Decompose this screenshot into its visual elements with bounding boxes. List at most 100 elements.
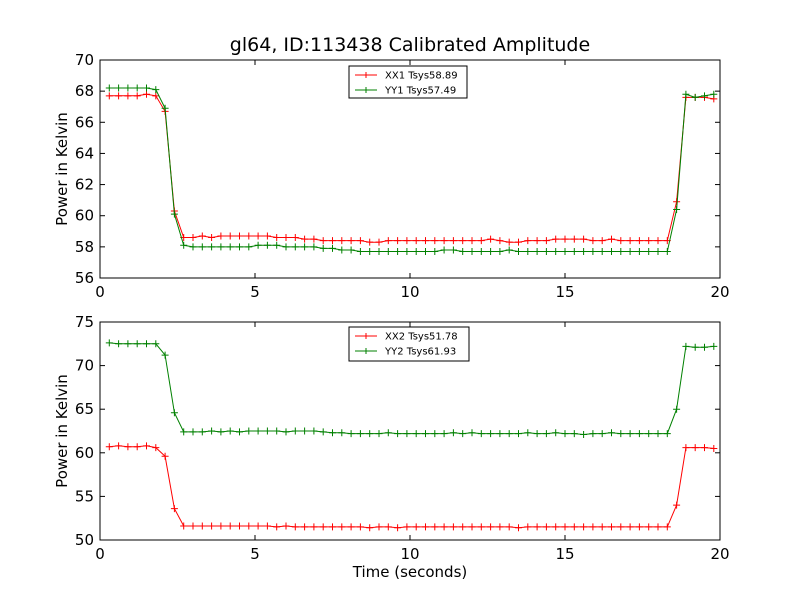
y-tick-label: 56 <box>75 269 94 287</box>
data-point <box>626 430 634 438</box>
y-tick-label: 66 <box>75 113 94 131</box>
data-point <box>208 234 216 242</box>
data-point <box>133 340 141 348</box>
data-point <box>161 452 169 460</box>
data-point <box>301 427 309 435</box>
data-point <box>524 523 532 531</box>
data-point <box>468 248 476 256</box>
data-point <box>505 430 513 438</box>
data-point <box>515 524 522 532</box>
data-point <box>152 444 160 452</box>
data-point <box>552 235 560 243</box>
data-point <box>143 340 150 348</box>
data-point <box>124 443 132 451</box>
data-point <box>319 523 327 531</box>
x-tick-label: 0 <box>95 545 105 563</box>
data-point <box>282 428 290 436</box>
data-point <box>170 210 178 218</box>
data-point <box>245 427 253 435</box>
data-point <box>477 237 485 245</box>
y-tick-label: 62 <box>75 176 94 194</box>
data-point <box>701 343 708 351</box>
data-point <box>580 235 588 243</box>
data-point <box>236 522 243 530</box>
data-point <box>561 430 569 438</box>
x-axis-label: Time (seconds) <box>352 563 468 581</box>
data-point <box>505 246 513 254</box>
data-point <box>282 522 290 530</box>
data-point <box>273 523 281 531</box>
data-point <box>682 90 690 98</box>
data-point <box>580 523 588 531</box>
data-point <box>635 523 643 531</box>
data-point <box>236 232 243 240</box>
data-point <box>449 237 457 245</box>
data-point <box>291 523 299 531</box>
x-tick-label: 10 <box>400 283 419 301</box>
data-point <box>394 430 402 438</box>
data-point <box>422 248 429 256</box>
data-point <box>422 523 429 531</box>
data-point <box>487 430 495 438</box>
data-point <box>329 237 336 245</box>
x-tick-label: 15 <box>555 545 574 563</box>
data-point <box>384 429 392 437</box>
data-point <box>570 248 578 256</box>
data-point <box>356 237 364 245</box>
data-point <box>589 237 597 245</box>
data-point <box>608 523 615 531</box>
data-point <box>208 243 216 251</box>
data-point <box>663 430 671 438</box>
data-point <box>329 523 336 531</box>
data-point <box>347 430 355 438</box>
data-point <box>598 248 606 256</box>
data-point <box>598 237 606 245</box>
legend-entry: YY2 Tsys61.93 <box>384 347 456 358</box>
data-point <box>542 523 550 531</box>
data-point <box>645 523 653 531</box>
y-axis-label: Power in Kelvin <box>53 374 71 488</box>
data-point <box>310 235 318 243</box>
data-point <box>384 237 392 245</box>
data-point <box>273 234 281 242</box>
data-point <box>291 243 299 251</box>
data-point <box>338 237 346 245</box>
legend-entry: XX2 Tsys51.78 <box>385 332 458 343</box>
data-point <box>105 84 113 92</box>
data-point <box>701 92 708 100</box>
data-point <box>524 248 532 256</box>
y-tick-label: 65 <box>75 400 94 418</box>
data-point <box>524 429 532 437</box>
data-point <box>431 430 439 438</box>
data-point <box>310 427 318 435</box>
data-point <box>124 340 132 348</box>
data-point <box>254 522 262 530</box>
data-point <box>245 232 253 240</box>
x-tick-label: 0 <box>95 283 105 301</box>
data-point <box>254 241 262 249</box>
y-tick-label: 58 <box>75 238 94 256</box>
data-point <box>105 339 113 347</box>
data-point <box>403 523 411 531</box>
data-point <box>366 430 374 438</box>
data-point <box>515 238 522 246</box>
data-point <box>198 428 206 436</box>
data-point <box>570 430 578 438</box>
x-tick-label: 20 <box>710 283 729 301</box>
legend-box <box>348 65 468 99</box>
data-point <box>170 505 178 513</box>
data-point <box>496 248 504 256</box>
legend-entry: YY1 Tsys57.49 <box>384 86 456 97</box>
data-point <box>663 523 671 531</box>
data-point <box>635 248 643 256</box>
data-point <box>515 248 522 256</box>
data-point <box>477 430 485 438</box>
data-point <box>440 246 448 254</box>
data-point <box>710 90 718 98</box>
data-point <box>449 246 457 254</box>
data-point <box>394 237 402 245</box>
data-point <box>617 523 625 531</box>
data-point <box>431 248 439 256</box>
data-point <box>291 427 299 435</box>
data-point <box>226 232 234 240</box>
